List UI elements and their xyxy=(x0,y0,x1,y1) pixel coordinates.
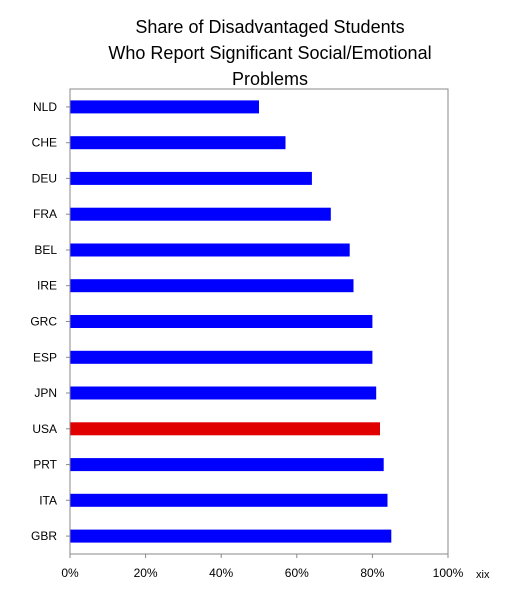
chart-title-line-1: Share of Disadvantaged Students xyxy=(135,17,405,37)
axis-layer: NLD CHE DEU FRA BEL IRE GRC ESP JPN USA PRT ITA GBR 0… xyxy=(30,88,464,580)
y-tick-label-usa: USA xyxy=(32,422,57,436)
y-tick-label-esp: ESP xyxy=(33,350,57,364)
bar-usa xyxy=(70,422,380,436)
bar-grc xyxy=(70,315,373,328)
y-tick-label-che: CHE xyxy=(32,136,57,150)
bar-nld xyxy=(70,100,259,114)
x-tick-label-0: 0% xyxy=(61,566,79,580)
bar-jpn xyxy=(70,386,377,400)
y-tick-label-grc: GRC xyxy=(30,315,57,329)
y-tick-label-ire: IRE xyxy=(37,279,57,293)
x-tick-label-2: 40% xyxy=(209,566,233,580)
footnote-marker: xix xyxy=(476,569,490,581)
chart-title: Share of Disadvantaged Students Who Repo… xyxy=(40,14,500,92)
bar-fra xyxy=(70,207,331,221)
y-tick-label-fra: FRA xyxy=(33,207,57,221)
bar-deu xyxy=(70,171,312,185)
bar-esp xyxy=(70,350,373,364)
chart-title-line-2: Who Report Significant Social/Emotional xyxy=(108,43,432,63)
y-tick-label-jpn: JPN xyxy=(34,386,57,400)
y-tick-label-gbr: GBR xyxy=(31,529,57,543)
bar-bel xyxy=(70,243,350,257)
y-tick-label-nld: NLD xyxy=(33,100,57,114)
y-tick-label-prt: PRT xyxy=(33,458,57,472)
bar-prt xyxy=(70,458,384,472)
x-tick-label-4: 80% xyxy=(360,566,384,580)
x-tick-label-3: 60% xyxy=(285,566,309,580)
chart-title-line-3: Problems xyxy=(231,69,309,89)
bars-layer xyxy=(70,100,392,543)
bar-gbr xyxy=(70,529,392,543)
y-tick-label-bel: BEL xyxy=(34,243,57,257)
bar-che xyxy=(70,136,286,150)
x-tick-label-5: 100% xyxy=(433,566,464,580)
bar-ita xyxy=(70,493,388,507)
y-tick-label-deu: DEU xyxy=(32,171,57,185)
y-tick-label-ita: ITA xyxy=(39,493,57,507)
x-tick-label-1: 20% xyxy=(134,566,158,580)
bar-ire xyxy=(70,279,354,293)
